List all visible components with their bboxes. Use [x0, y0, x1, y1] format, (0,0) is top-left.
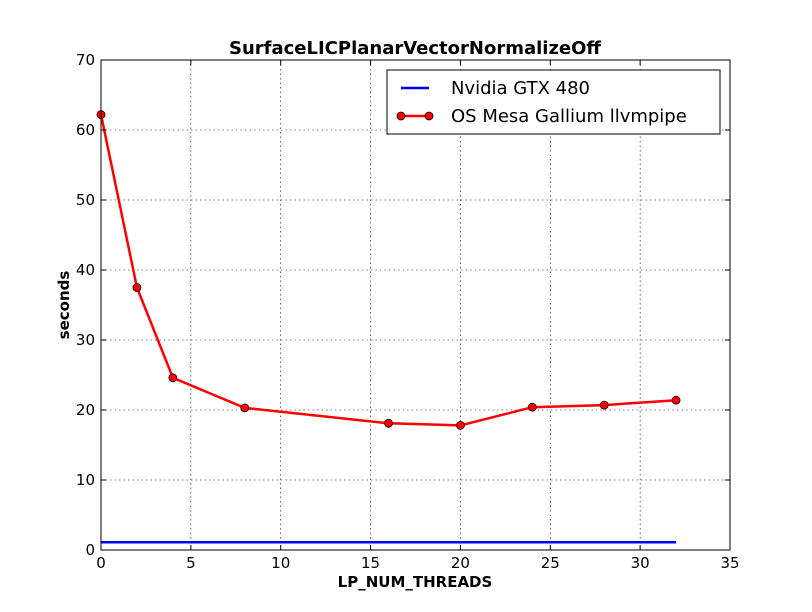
- x-tick-label: 20: [451, 554, 470, 572]
- data-point: [384, 418, 393, 428]
- x-tick-label: 25: [541, 554, 560, 572]
- legend-marker: [396, 111, 406, 121]
- x-tick-label: 30: [631, 554, 650, 572]
- chart-title: SurfaceLICPlanarVectorNormalizeOff: [229, 38, 601, 59]
- x-tick-label: 35: [720, 554, 739, 572]
- legend-label: Nvidia GTX 480: [451, 78, 590, 99]
- legend: Nvidia GTX 480 OS Mesa Gallium llvmpipe: [386, 69, 721, 135]
- plot-frame: [100, 59, 731, 551]
- data-point: [168, 373, 178, 383]
- grid: [101, 60, 730, 550]
- data-point: [599, 400, 609, 410]
- legend-marker: [424, 111, 434, 121]
- y-tick-label: 50: [76, 191, 95, 209]
- x-tick-label: 5: [186, 554, 196, 572]
- x-axis-label: LP_NUM_THREADS: [338, 573, 493, 591]
- y-tick-label: 20: [76, 401, 95, 419]
- data-point: [527, 402, 537, 412]
- y-tick-label: 70: [76, 51, 95, 69]
- y-tick-label: 40: [76, 261, 95, 279]
- x-tick-label: 0: [96, 554, 106, 572]
- series-layer: [96, 110, 681, 544]
- x-tick-label: 15: [361, 554, 380, 572]
- ticks: 0 5 10 15 20 25 30 35 0 10 20 30 40 50 60 70: [76, 51, 740, 572]
- y-tick-label: 30: [76, 331, 95, 349]
- data-point: [456, 420, 465, 430]
- y-tick-label: 10: [76, 471, 95, 489]
- data-point: [132, 283, 142, 292]
- data-point: [671, 395, 681, 405]
- y-tick-label: 60: [76, 121, 95, 139]
- y-tick-label: 0: [85, 541, 95, 559]
- legend-label: OS Mesa Gallium llvmpipe: [451, 106, 687, 127]
- data-point: [240, 403, 250, 413]
- x-tick-label: 10: [271, 554, 290, 572]
- legend-box: [386, 69, 721, 135]
- y-axis-label: seconds: [55, 271, 73, 340]
